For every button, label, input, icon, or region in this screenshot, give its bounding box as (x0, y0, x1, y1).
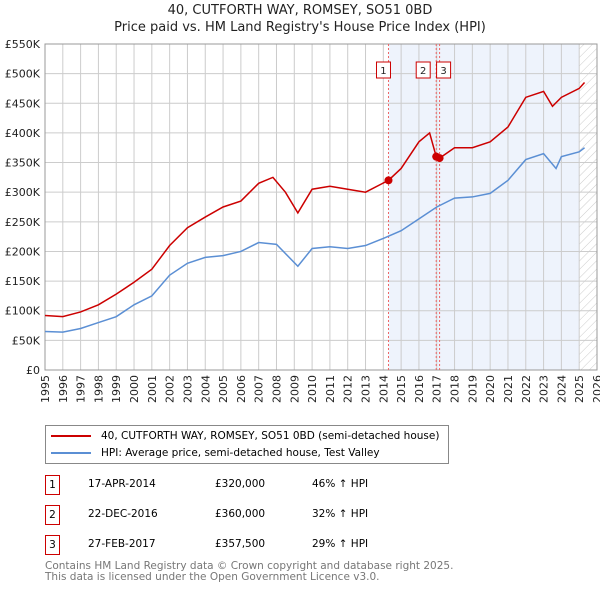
sale-row: 1 17-APR-2014 £320,000 46% ↑ HPI (45, 475, 445, 495)
x-tick-label: 1999 (110, 375, 123, 403)
legend-item-property: 40, CUTFORTH WAY, ROMSEY, SO51 0BD (semi… (46, 428, 439, 444)
sale-row: 2 22-DEC-2016 £360,000 32% ↑ HPI (45, 505, 445, 525)
sale-marker-label: 3 (440, 66, 446, 77)
x-tick-label: 2020 (484, 375, 497, 403)
x-tick-label: 2011 (324, 375, 337, 403)
sale-marker-badge (415, 61, 431, 79)
x-tick-label: 1996 (57, 375, 70, 403)
sale-date: 27-FEB-2017 (88, 538, 156, 550)
sale-hpi-change: 46% ↑ HPI (312, 478, 369, 490)
forecast-hatch (579, 44, 597, 370)
x-tick-label: 2004 (199, 375, 212, 403)
footer-line: This data is licensed under the Open Gov… (45, 571, 380, 583)
sale-marker-badge (436, 61, 452, 79)
x-tick-label: 2008 (270, 375, 283, 403)
sale-row: 3 27-FEB-2017 £357,500 29% ↑ HPI (45, 535, 445, 555)
footer: Contains HM Land Registry data © Crown c… (45, 561, 453, 583)
y-tick-label: £350K (5, 157, 41, 170)
sale-point (435, 154, 444, 163)
y-tick-label: £500K (5, 68, 41, 81)
y-tick-label: £400K (5, 127, 41, 140)
legend-item-hpi: HPI: Average price, semi-detached house,… (46, 445, 380, 461)
y-tick-label: £150K (5, 275, 41, 288)
sale-point (384, 176, 393, 185)
x-tick-label: 2023 (538, 375, 551, 403)
y-tick-label: £550K (5, 38, 41, 51)
series-line (44, 82, 586, 318)
x-tick-label: 2015 (395, 375, 408, 403)
sale-badge: 3 (45, 535, 60, 555)
series-line (44, 147, 585, 333)
x-tick-label: 1998 (92, 375, 105, 403)
x-tick-label: 2024 (555, 375, 568, 403)
sale-hpi-change: 32% ↑ HPI (312, 508, 369, 520)
x-tick-label: 2001 (146, 375, 159, 403)
x-tick-label: 1997 (75, 375, 88, 403)
plot-area: 1995 1996 1997 1998 1999 2000 2001 2002 2003 2004… (5, 38, 600, 403)
x-tick-label: 2017 (431, 375, 444, 403)
sale-marker-label: 2 (420, 66, 426, 77)
x-tick-label: 2025 (573, 375, 586, 403)
x-tick-label: 2000 (128, 375, 141, 403)
sale-date: 17-APR-2014 (88, 478, 156, 490)
legend-label: 40, CUTFORTH WAY, ROMSEY, SO51 0BD (semi… (101, 430, 440, 442)
legend-swatch (51, 435, 91, 437)
legend-swatch (51, 452, 91, 454)
sale-price: £360,000 (215, 508, 266, 520)
plot-frame (44, 43, 598, 371)
x-tick-label: 2006 (235, 375, 248, 403)
x-tick-label: 2003 (181, 375, 194, 403)
y-tick-label: £450K (5, 97, 41, 110)
x-tick-label: 2022 (520, 375, 533, 403)
x-tick-label: 2012 (342, 375, 355, 403)
sale-marker-label: 1 (380, 66, 386, 77)
x-tick-label: 2013 (360, 375, 373, 403)
y-tick-label: £50K (12, 334, 41, 347)
x-tick-label: 2009 (288, 375, 301, 403)
sold-period-shade (388, 44, 580, 370)
sale-price: £357,500 (215, 538, 266, 550)
x-tick-label: 2016 (413, 375, 426, 403)
sale-hpi-change: 29% ↑ HPI (312, 538, 369, 550)
sale-marker-badge (375, 61, 391, 79)
sale-badge: 1 (45, 475, 60, 495)
x-tick-label: 2014 (377, 375, 390, 403)
chart-title: 40, CUTFORTH WAY, ROMSEY, SO51 0BD (167, 3, 433, 18)
x-tick-label: 2005 (217, 375, 230, 403)
x-tick-label: 2026 (591, 375, 600, 403)
x-tick-label: 2007 (253, 375, 266, 403)
sale-date: 22-DEC-2016 (88, 508, 158, 520)
y-tick-label: £200K (5, 245, 41, 258)
legend-label: HPI: Average price, semi-detached house,… (101, 447, 380, 459)
y-tick-label: £0 (26, 364, 40, 377)
legend: 40, CUTFORTH WAY, ROMSEY, SO51 0BD (semi… (45, 425, 449, 464)
sale-badge: 2 (45, 505, 60, 525)
y-tick-label: £250K (5, 216, 41, 229)
x-tick-label: 1995 (39, 375, 52, 403)
y-tick-label: £300K (5, 186, 41, 199)
x-tick-label: 2019 (466, 375, 479, 403)
footer-line: Contains HM Land Registry data © Crown c… (45, 560, 454, 572)
x-tick-label: 2018 (449, 375, 462, 403)
x-tick-label: 2002 (164, 375, 177, 403)
x-tick-label: 2010 (306, 375, 319, 403)
sale-price: £320,000 (215, 478, 266, 490)
x-tick-label: 2021 (502, 375, 515, 403)
y-tick-label: £100K (5, 305, 41, 318)
chart-subtitle: Price paid vs. HM Land Registry's House … (114, 20, 486, 35)
